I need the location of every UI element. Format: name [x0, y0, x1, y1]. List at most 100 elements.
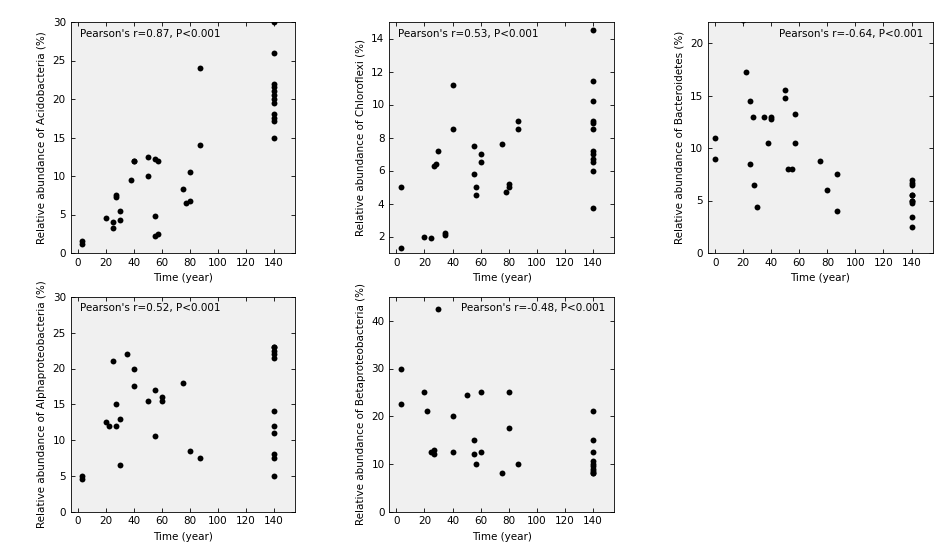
Point — [511, 459, 526, 468]
X-axis label: Time (year): Time (year) — [790, 273, 851, 283]
Point — [904, 191, 919, 200]
Point — [473, 158, 488, 167]
Point — [585, 436, 600, 444]
Point — [830, 207, 845, 216]
Point — [756, 112, 771, 121]
Point — [585, 146, 600, 155]
Point — [501, 183, 516, 191]
Point — [736, 15, 751, 24]
Point — [585, 158, 600, 167]
Point — [750, 202, 765, 211]
Point — [267, 354, 282, 362]
Point — [427, 445, 442, 454]
Point — [742, 160, 757, 168]
Point — [108, 191, 123, 200]
Point — [267, 428, 282, 437]
Point — [106, 224, 121, 233]
Point — [267, 453, 282, 462]
Point — [739, 68, 754, 77]
Point — [585, 150, 600, 158]
Point — [445, 80, 460, 89]
Point — [473, 150, 488, 158]
Point — [267, 116, 282, 125]
Point — [267, 79, 282, 88]
Point — [501, 179, 516, 188]
Point — [427, 450, 442, 459]
Point — [267, 346, 282, 355]
Point — [140, 172, 155, 180]
Point — [904, 196, 919, 205]
Point — [764, 114, 779, 123]
Point — [267, 471, 282, 480]
Point — [108, 192, 123, 201]
Point — [585, 77, 600, 86]
Point — [459, 390, 474, 399]
Point — [424, 448, 439, 456]
Point — [585, 469, 600, 478]
Point — [420, 407, 435, 416]
Point — [112, 414, 127, 423]
Point — [267, 110, 282, 119]
X-axis label: Time (year): Time (year) — [472, 273, 531, 283]
Point — [183, 447, 198, 455]
Point — [106, 218, 121, 227]
Point — [501, 424, 516, 432]
Point — [585, 459, 600, 468]
Point — [108, 421, 123, 430]
Point — [98, 418, 113, 427]
Point — [904, 222, 919, 231]
Point — [417, 388, 432, 397]
Point — [147, 432, 162, 441]
Point — [430, 146, 446, 155]
Point — [120, 350, 135, 359]
Point — [429, 160, 444, 168]
Point — [498, 188, 513, 196]
Point — [585, 407, 600, 416]
Point — [707, 133, 723, 142]
Point — [178, 199, 193, 207]
Point — [74, 475, 89, 484]
Point — [267, 98, 282, 107]
Point — [267, 133, 282, 142]
Point — [267, 421, 282, 430]
Point — [585, 166, 600, 175]
Point — [781, 164, 796, 173]
Point — [742, 96, 757, 105]
Point — [267, 407, 282, 416]
Y-axis label: Relative abundance of Alphaproteobacteria (%): Relative abundance of Alphaproteobacteri… — [37, 280, 47, 528]
Point — [267, 48, 282, 57]
Point — [747, 180, 762, 189]
Point — [494, 469, 509, 478]
Text: Pearson's r=0.53, P<0.001: Pearson's r=0.53, P<0.001 — [398, 29, 539, 39]
Point — [466, 450, 481, 459]
Point — [707, 154, 723, 163]
Point — [764, 112, 779, 121]
Point — [778, 86, 793, 95]
Point — [112, 461, 127, 470]
Point — [501, 388, 516, 397]
Point — [140, 152, 155, 161]
Point — [192, 453, 207, 462]
Point — [469, 191, 484, 200]
Point — [192, 141, 207, 150]
Point — [466, 169, 481, 178]
Point — [785, 164, 800, 173]
Point — [126, 364, 141, 373]
Point — [830, 170, 845, 179]
Point — [267, 95, 282, 103]
Point — [511, 125, 526, 134]
Point — [267, 350, 282, 359]
Point — [154, 393, 170, 402]
Point — [192, 64, 207, 73]
Point — [427, 161, 442, 170]
Point — [147, 386, 162, 394]
Point — [183, 168, 198, 177]
Point — [101, 421, 116, 430]
Point — [424, 234, 439, 243]
Point — [585, 117, 600, 125]
Point — [585, 469, 600, 478]
Point — [820, 185, 835, 194]
Point — [438, 230, 453, 239]
Point — [788, 110, 803, 119]
Y-axis label: Relative abundance of Chloroflexi (%): Relative abundance of Chloroflexi (%) — [356, 39, 365, 236]
